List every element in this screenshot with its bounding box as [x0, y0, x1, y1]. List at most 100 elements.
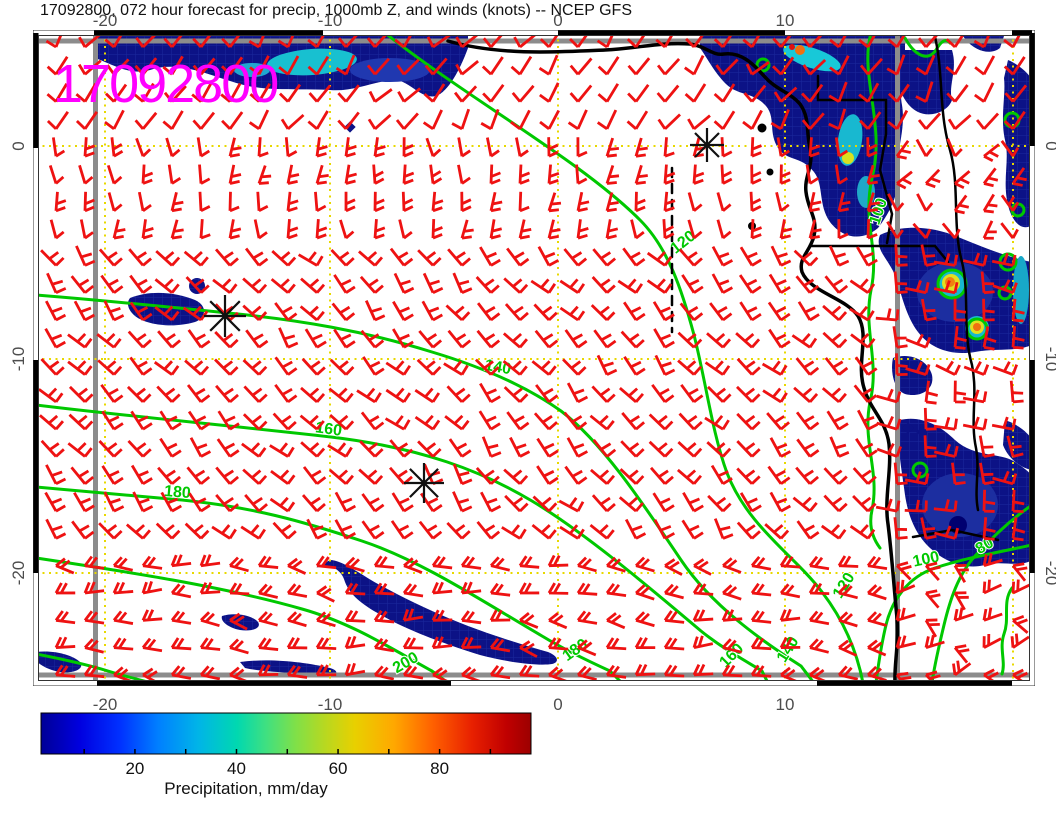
- wind-barb: [448, 438, 472, 458]
- wind-barb: [982, 552, 1003, 568]
- wind-barb: [431, 191, 444, 213]
- wind-barb: [795, 466, 820, 485]
- wind-barb: [722, 557, 742, 574]
- wind-barb: [829, 436, 850, 458]
- wind-barb: [651, 384, 675, 404]
- wind-barb: [623, 301, 646, 322]
- contour-100-coastal: [866, 33, 882, 550]
- wind-barb: [912, 222, 932, 240]
- wind-barb: [982, 633, 1002, 649]
- wind-barb: [750, 555, 772, 571]
- wind-barb: [793, 249, 819, 267]
- wind-barb: [286, 219, 299, 240]
- wind-barb: [533, 412, 558, 431]
- wind-barb: [361, 493, 385, 513]
- wind-barb: [481, 436, 502, 458]
- colorbar-tick-label: 60: [329, 759, 348, 778]
- wind-barb: [286, 164, 300, 185]
- wind-barb: [1011, 579, 1031, 595]
- wind-barb: [905, 361, 931, 376]
- wind-barb: [128, 248, 153, 267]
- wind-barb: [576, 665, 597, 682]
- wind-barb: [392, 328, 414, 349]
- wind-barb: [866, 555, 888, 571]
- wind-barb: [962, 252, 988, 267]
- wind-barb: [68, 385, 94, 403]
- precip-core-orange3: [973, 323, 981, 331]
- wind-barb: [953, 298, 967, 322]
- wind-barb: [779, 636, 801, 649]
- wind-barb: [278, 83, 302, 103]
- wind-barb: [681, 519, 704, 540]
- wind-barb: [83, 581, 105, 595]
- wind-barb: [45, 33, 66, 49]
- wind-barb: [286, 664, 308, 679]
- wind-barb: [577, 639, 597, 657]
- wind-barb: [656, 84, 680, 103]
- wind-barb: [416, 358, 442, 376]
- wind-barb: [331, 302, 356, 322]
- wind-barb: [837, 192, 851, 213]
- wind-barb: [692, 663, 714, 677]
- wind-barb: [110, 137, 124, 158]
- wind-barb: [329, 413, 355, 431]
- precip-speck2: [902, 422, 914, 434]
- wind-barb: [257, 583, 279, 599]
- wind-barb: [518, 164, 531, 185]
- wind-barb: [677, 331, 703, 349]
- wind-barb: [617, 278, 644, 294]
- wind-barb: [627, 57, 651, 76]
- wind-barb: [947, 114, 972, 130]
- wind-barb: [460, 581, 482, 595]
- wind-barb: [946, 138, 963, 158]
- wind-barb: [915, 81, 934, 103]
- wind-barb: [626, 33, 649, 49]
- wind-barb: [103, 491, 125, 513]
- wind-barb: [677, 359, 703, 376]
- wind-barb: [286, 583, 308, 598]
- wind-barb: [330, 248, 355, 267]
- wind-barb: [904, 499, 928, 513]
- wind-barb: [519, 640, 538, 658]
- wind-barb: [424, 57, 448, 76]
- wind-barb: [858, 82, 880, 103]
- wind-barb: [83, 610, 105, 625]
- wind-barb: [894, 244, 908, 267]
- wind-barb: [68, 413, 94, 431]
- wind-barb: [475, 466, 500, 485]
- wind-barb: [125, 523, 151, 540]
- wind-barb: [534, 329, 559, 349]
- wind-barb: [772, 56, 795, 76]
- wind-barb: [446, 521, 471, 540]
- wind-barb: [887, 83, 910, 103]
- wind-barb: [51, 137, 66, 158]
- wind-barb: [46, 110, 69, 130]
- wind-barb: [855, 438, 878, 458]
- wind-barb: [982, 193, 998, 214]
- wind-barb: [801, 112, 825, 130]
- wind-barb: [946, 84, 969, 103]
- wind-barb: [1009, 380, 1024, 404]
- wind-barb: [364, 300, 386, 322]
- wind-barb: [867, 611, 887, 627]
- wind-barb: [563, 248, 588, 267]
- wind-barb: [768, 273, 791, 294]
- wind-barb: [106, 58, 130, 76]
- wind-barb: [155, 522, 181, 540]
- wind-barb: [852, 467, 877, 485]
- wind-barb: [856, 246, 878, 267]
- wind-barb: [721, 638, 743, 654]
- wind-barb: [767, 465, 791, 485]
- wind-barb: [680, 384, 704, 404]
- wind-barb: [479, 246, 501, 267]
- wind-barb: [924, 168, 941, 189]
- wind-barb: [403, 557, 423, 574]
- wind-barb: [663, 637, 685, 651]
- wind-barb: [749, 191, 762, 213]
- wind-barb: [576, 137, 588, 158]
- contour-label: 180: [163, 483, 191, 502]
- wind-barb: [866, 164, 880, 185]
- wind-barb: [274, 302, 298, 322]
- wind-barb: [451, 108, 471, 131]
